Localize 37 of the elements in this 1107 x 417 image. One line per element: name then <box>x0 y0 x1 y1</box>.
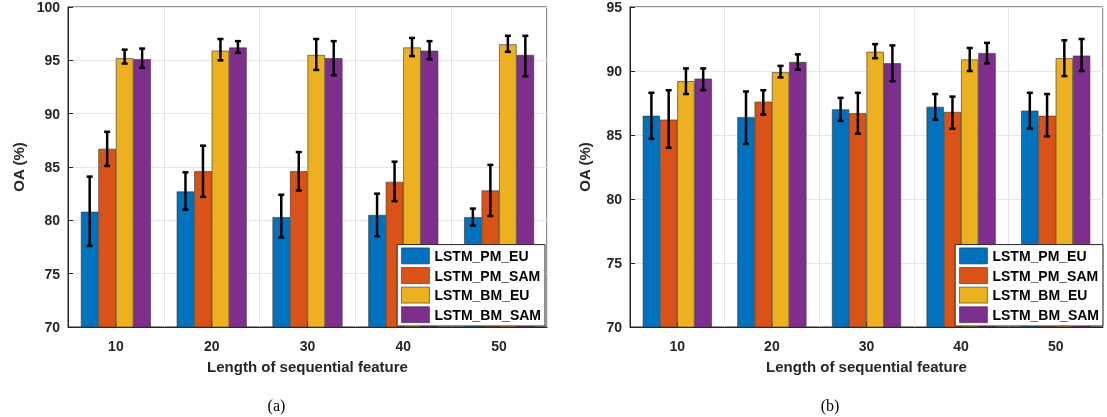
y-tick-label: 80 <box>44 212 61 229</box>
x-tick-label: 40 <box>395 338 412 354</box>
legend-label: LSTM_PM_EU <box>992 247 1087 264</box>
y-tick-label: 75 <box>44 265 61 282</box>
x-tick-label: 50 <box>491 338 508 354</box>
legend-label: LSTM_BM_EU <box>434 287 530 304</box>
y-tick-label: 100 <box>36 0 61 15</box>
text: (b) <box>820 396 840 415</box>
x-axis-title: Length of sequential feature <box>207 358 408 375</box>
y-tick-label: 75 <box>606 255 623 271</box>
x-tick-label: 20 <box>764 338 780 354</box>
y-tick-label: 95 <box>606 0 623 15</box>
y-tick-label: 85 <box>606 127 623 143</box>
y-axis-title: OA (%) <box>576 142 593 192</box>
text: (a) <box>267 396 286 415</box>
x-tick-label: 30 <box>858 338 875 354</box>
x-tick-label: 20 <box>203 338 220 354</box>
x-tick-label: 40 <box>953 338 970 354</box>
legend-label: LSTM_PM_EU <box>434 247 529 264</box>
legend-label: LSTM_PM_SAM <box>434 267 541 284</box>
legend-label: LSTM_BM_SAM <box>434 306 541 323</box>
x-axis-title: Length of sequential feature <box>766 358 967 375</box>
x-tick-label: 30 <box>299 338 316 354</box>
y-tick-label: 70 <box>44 319 61 335</box>
legend-label: LSTM_BM_SAM <box>992 306 1099 323</box>
x-tick-label: 10 <box>108 338 124 354</box>
x-tick-label: 50 <box>1047 338 1064 354</box>
y-tick-label: 80 <box>606 191 623 207</box>
y-tick-label: 95 <box>44 52 61 69</box>
y-tick-label: 85 <box>44 159 61 175</box>
y-axis-title: OA (%) <box>9 142 27 192</box>
legend-label: LSTM_BM_EU <box>992 287 1088 304</box>
legend-label: LSTM_PM_SAM <box>992 267 1099 284</box>
y-tick-label: 90 <box>606 63 623 79</box>
y-tick-label: 90 <box>44 105 61 122</box>
y-tick-label: 70 <box>606 319 623 335</box>
x-tick-label: 10 <box>669 338 686 354</box>
